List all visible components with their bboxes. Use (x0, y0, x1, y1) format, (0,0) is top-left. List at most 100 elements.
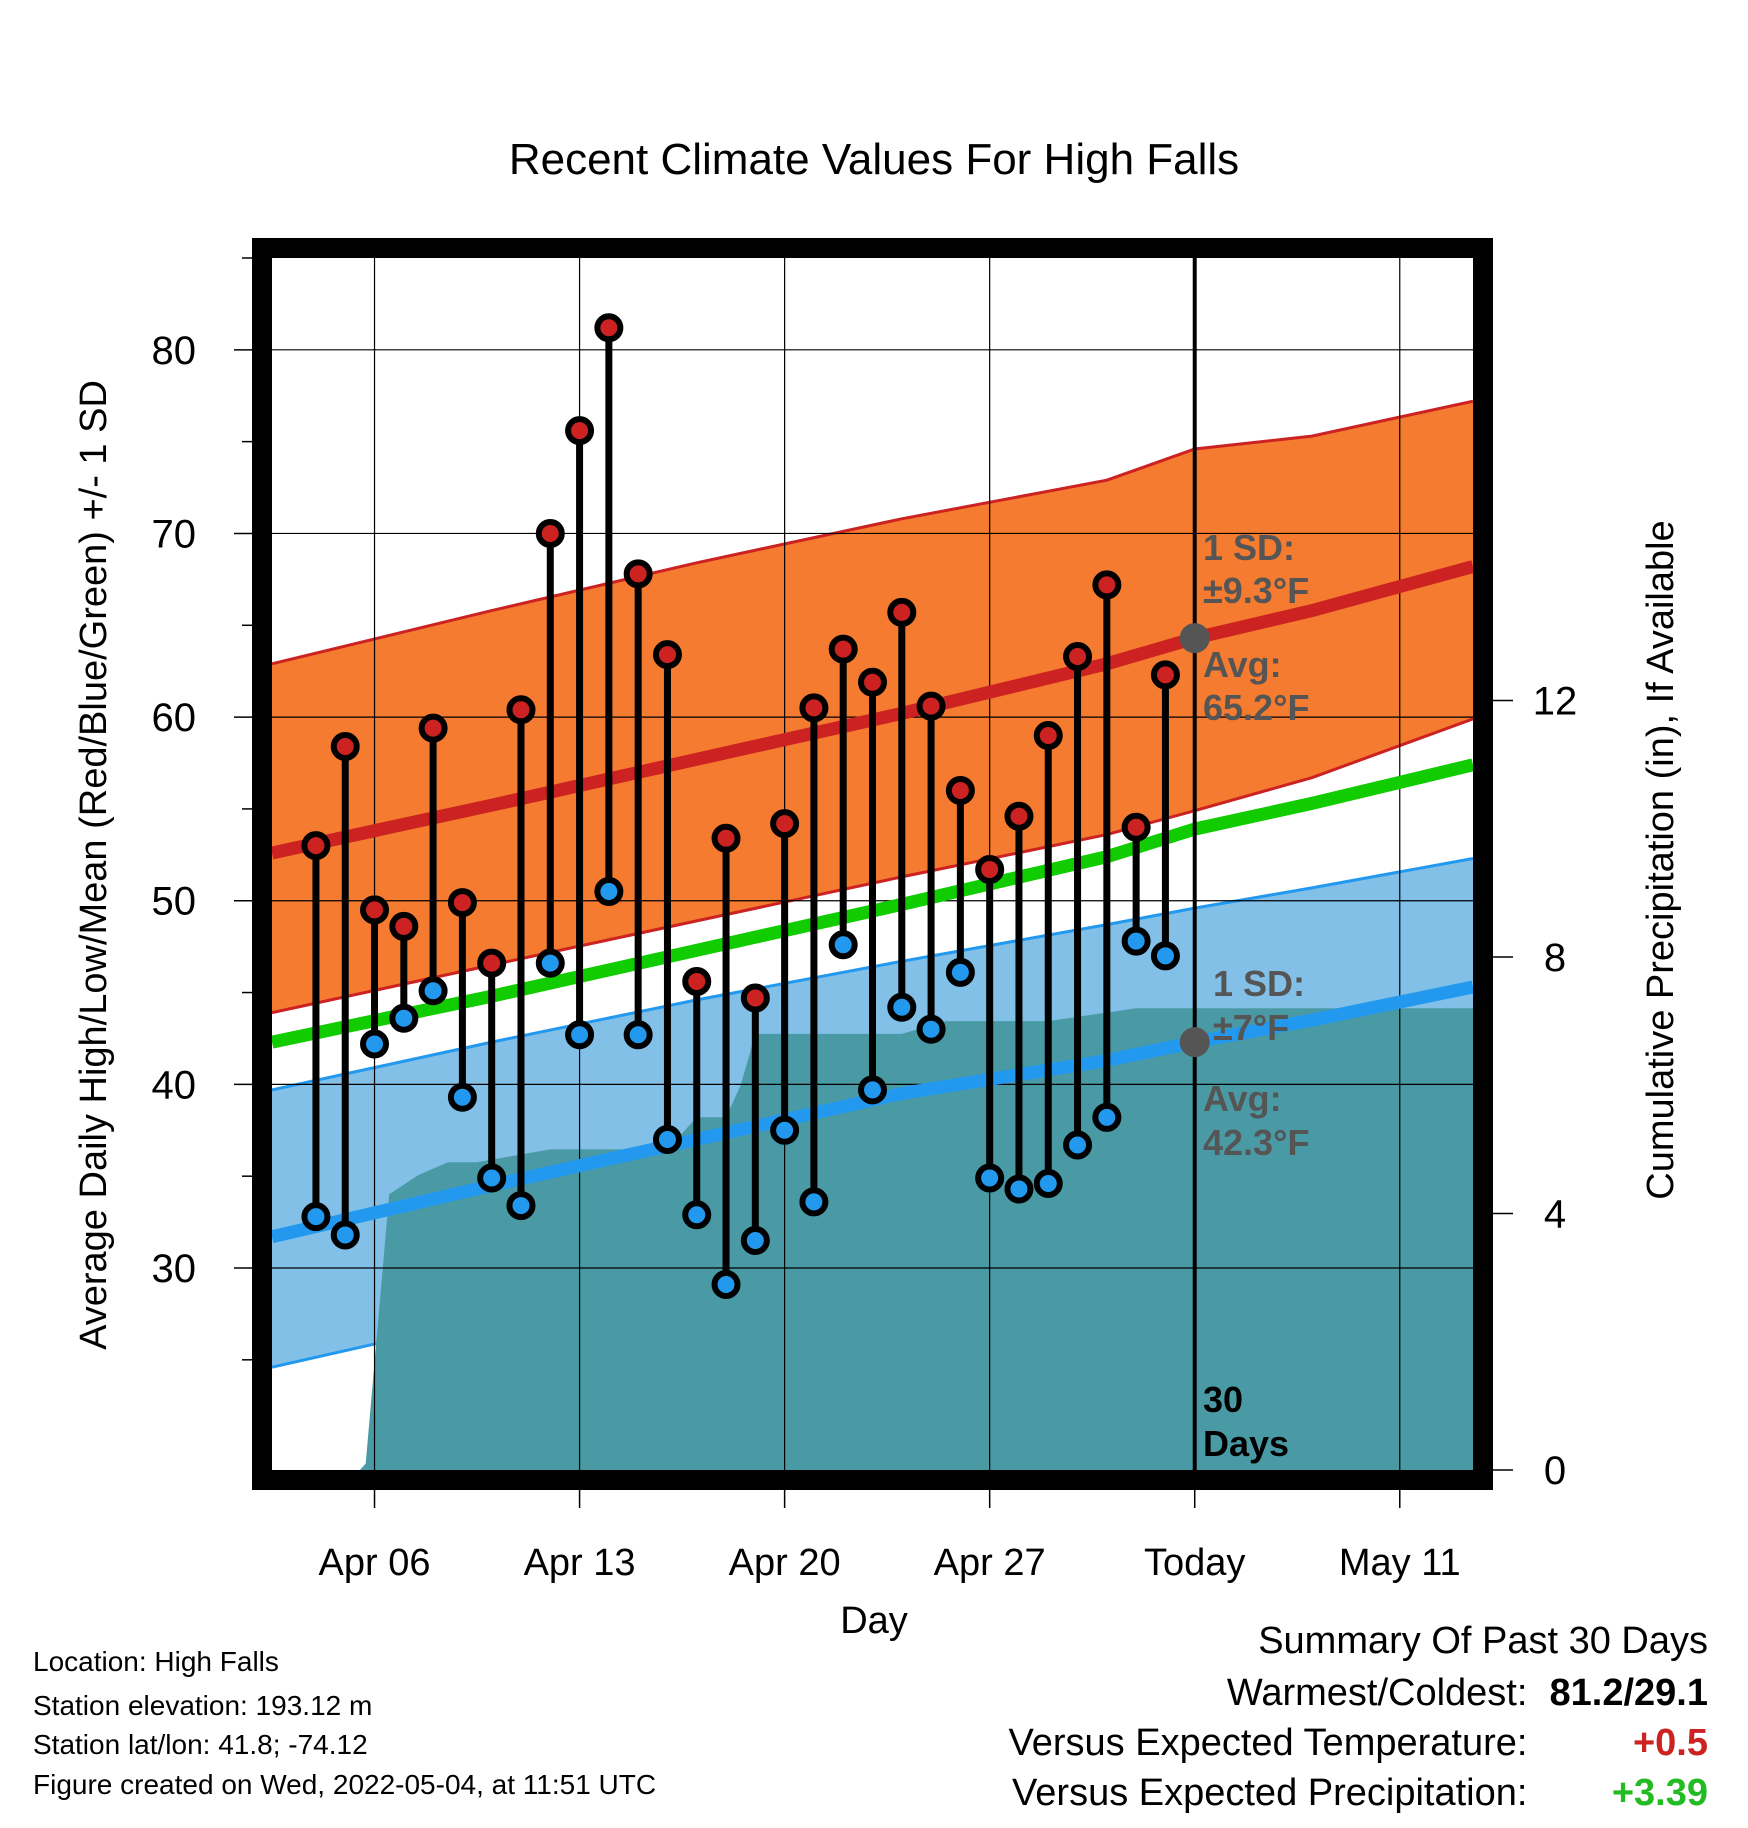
high-point (360, 895, 390, 925)
low-point (711, 1270, 741, 1300)
high-point (389, 911, 419, 941)
low-sd-label: 1 SD: (1213, 963, 1305, 1004)
high-point (945, 776, 975, 806)
high-point (623, 559, 653, 589)
summary-precip-row: Versus Expected Precipitation: +3.39 (1012, 1772, 1708, 1815)
summary-temp-label: Versus Expected Temperature: (1008, 1722, 1528, 1764)
low-avg-value: 42.3°F (1203, 1122, 1309, 1163)
low-point (858, 1075, 887, 1105)
high-point (858, 667, 887, 697)
y-left-tick-label: 50 (152, 880, 197, 924)
high-point (1092, 570, 1122, 600)
high-point (301, 831, 331, 861)
low-point (652, 1124, 682, 1154)
high-point (711, 823, 741, 853)
high-point (477, 948, 507, 978)
days-count-label: 30 (1203, 1379, 1243, 1420)
summary-temp-row: Versus Expected Temperature: +0.5 (1009, 1722, 1708, 1765)
low-point (565, 1020, 595, 1050)
low-point (330, 1220, 360, 1250)
high-sd-value: ±9.3°F (1203, 570, 1309, 611)
high-point (447, 888, 477, 918)
high-point (535, 518, 565, 548)
high-point (1033, 720, 1063, 750)
low-point (828, 930, 858, 960)
y-right-tick-label: 0 (1544, 1449, 1566, 1493)
high-point (1150, 660, 1180, 690)
y-right-tick-label: 4 (1544, 1192, 1566, 1236)
low-point (1004, 1174, 1034, 1204)
high-point (506, 695, 536, 725)
low-point (389, 1003, 419, 1033)
low-point (418, 976, 448, 1006)
low-point (1092, 1102, 1122, 1132)
summary-warmest-value: 81.2/29.1 (1549, 1672, 1708, 1714)
y-left-axis-label: Average Daily High/Low/Mean (Red/Blue/Gr… (73, 380, 115, 1350)
y-left-tick-label: 70 (152, 512, 197, 556)
low-point (1150, 941, 1180, 971)
mean-normal-line (272, 758, 1473, 1049)
low-normal-line (272, 980, 1473, 1244)
high-point (565, 416, 595, 446)
high-point (770, 809, 800, 839)
info-created: Figure created on Wed, 2022-05-04, at 11… (33, 1769, 657, 1800)
info-latlon: Station lat/lon: 41.8; -74.12 (33, 1729, 368, 1760)
low-point (945, 957, 975, 987)
x-tick-label: Apr 27 (934, 1542, 1046, 1584)
low-point (1063, 1130, 1093, 1160)
summary-temp-value: +0.5 (1632, 1722, 1708, 1764)
y-left-tick-label: 30 (152, 1247, 197, 1291)
high-point (975, 855, 1005, 885)
high-sd-upper-line (272, 399, 1473, 666)
low-point (477, 1163, 507, 1193)
low-point (623, 1020, 653, 1050)
low-sd-upper-line (272, 857, 1473, 1092)
high-point (652, 640, 682, 670)
low-point (447, 1082, 477, 1112)
low-point (916, 1014, 946, 1044)
high-point (828, 634, 858, 664)
summary-precip-value: +3.39 (1611, 1772, 1708, 1814)
low-point (1121, 926, 1151, 956)
high-point (682, 967, 712, 997)
low-point (770, 1115, 800, 1145)
high-point (887, 597, 917, 627)
summary-heading: Summary Of Past 30 Days (1258, 1620, 1708, 1662)
low-avg-label: Avg: (1203, 1078, 1282, 1119)
x-tick-label: Apr 20 (729, 1542, 841, 1584)
x-tick-label: Apr 06 (319, 1542, 431, 1584)
info-location: Location: High Falls (33, 1646, 279, 1677)
high-point (916, 691, 946, 721)
x-tick-label: May 11 (1339, 1542, 1461, 1584)
precipitation-area (272, 1008, 1473, 1470)
high-sd-label: 1 SD: (1203, 527, 1295, 568)
low-point (535, 948, 565, 978)
low-point (740, 1225, 770, 1255)
y-right-tick-label: 8 (1544, 936, 1566, 980)
y-right-tick-label: 12 (1533, 679, 1578, 723)
high-avg-value: 65.2°F (1203, 687, 1309, 728)
high-point (594, 313, 624, 343)
low-point (301, 1202, 331, 1232)
summary-warmest-label: Warmest/Coldest: (1226, 1672, 1528, 1714)
low-point (594, 877, 624, 907)
low-point (799, 1187, 829, 1217)
low-point (682, 1200, 712, 1230)
high-point (1063, 641, 1093, 671)
high-normal-line (272, 560, 1473, 860)
y-left-tick-label: 80 (152, 329, 197, 373)
low-avg-marker (1179, 1027, 1210, 1058)
y-left-tick-label: 40 (152, 1063, 197, 1107)
x-axis-label: Day (840, 1600, 908, 1642)
plot-frame (252, 238, 1493, 1490)
summary-precip-label: Versus Expected Precipitation: (1012, 1772, 1528, 1814)
high-point (740, 983, 770, 1013)
low-sd-value: ±7°F (1213, 1007, 1289, 1048)
high-point (799, 693, 829, 723)
chart-title: Recent Climate Values For High Falls (509, 135, 1239, 184)
high-avg-label: Avg: (1203, 644, 1282, 685)
low-point (1033, 1169, 1063, 1199)
